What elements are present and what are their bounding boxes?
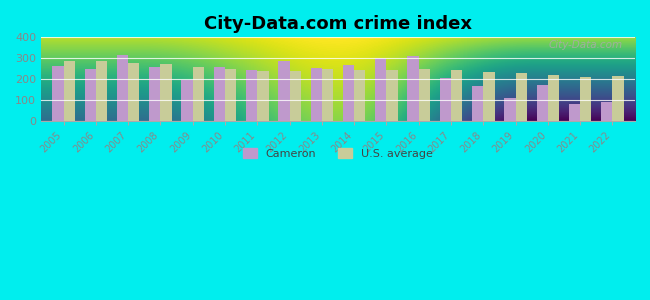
Bar (322, 68, 333, 121)
Bar (569, 104, 580, 121)
Bar (96, 61, 107, 121)
Bar (375, 58, 386, 121)
Bar (601, 102, 612, 121)
Bar (181, 80, 192, 121)
Bar (117, 55, 128, 121)
Bar (408, 56, 419, 121)
Bar (149, 67, 161, 121)
Bar (225, 69, 237, 121)
Bar (278, 61, 289, 121)
Text: City-Data.com: City-Data.com (549, 40, 623, 50)
Bar (246, 70, 257, 121)
Bar (84, 69, 96, 121)
Bar (548, 75, 559, 121)
Bar (580, 77, 592, 121)
Legend: Cameron, U.S. average: Cameron, U.S. average (239, 144, 437, 163)
Bar (612, 76, 624, 121)
Bar (386, 70, 398, 121)
Bar (439, 78, 451, 121)
Bar (343, 65, 354, 121)
Bar (311, 68, 322, 121)
Bar (451, 70, 462, 121)
Bar (257, 71, 268, 121)
Bar (52, 67, 64, 121)
Bar (472, 86, 483, 121)
Bar (192, 67, 204, 121)
Bar (64, 61, 75, 121)
Bar (515, 73, 527, 121)
Bar (419, 69, 430, 121)
Bar (354, 70, 365, 121)
Bar (483, 72, 495, 121)
Bar (214, 67, 225, 121)
Bar (128, 63, 140, 121)
Bar (504, 98, 515, 121)
Bar (161, 64, 172, 121)
Bar (536, 85, 548, 121)
Bar (289, 71, 301, 121)
Title: City-Data.com crime index: City-Data.com crime index (204, 15, 472, 33)
